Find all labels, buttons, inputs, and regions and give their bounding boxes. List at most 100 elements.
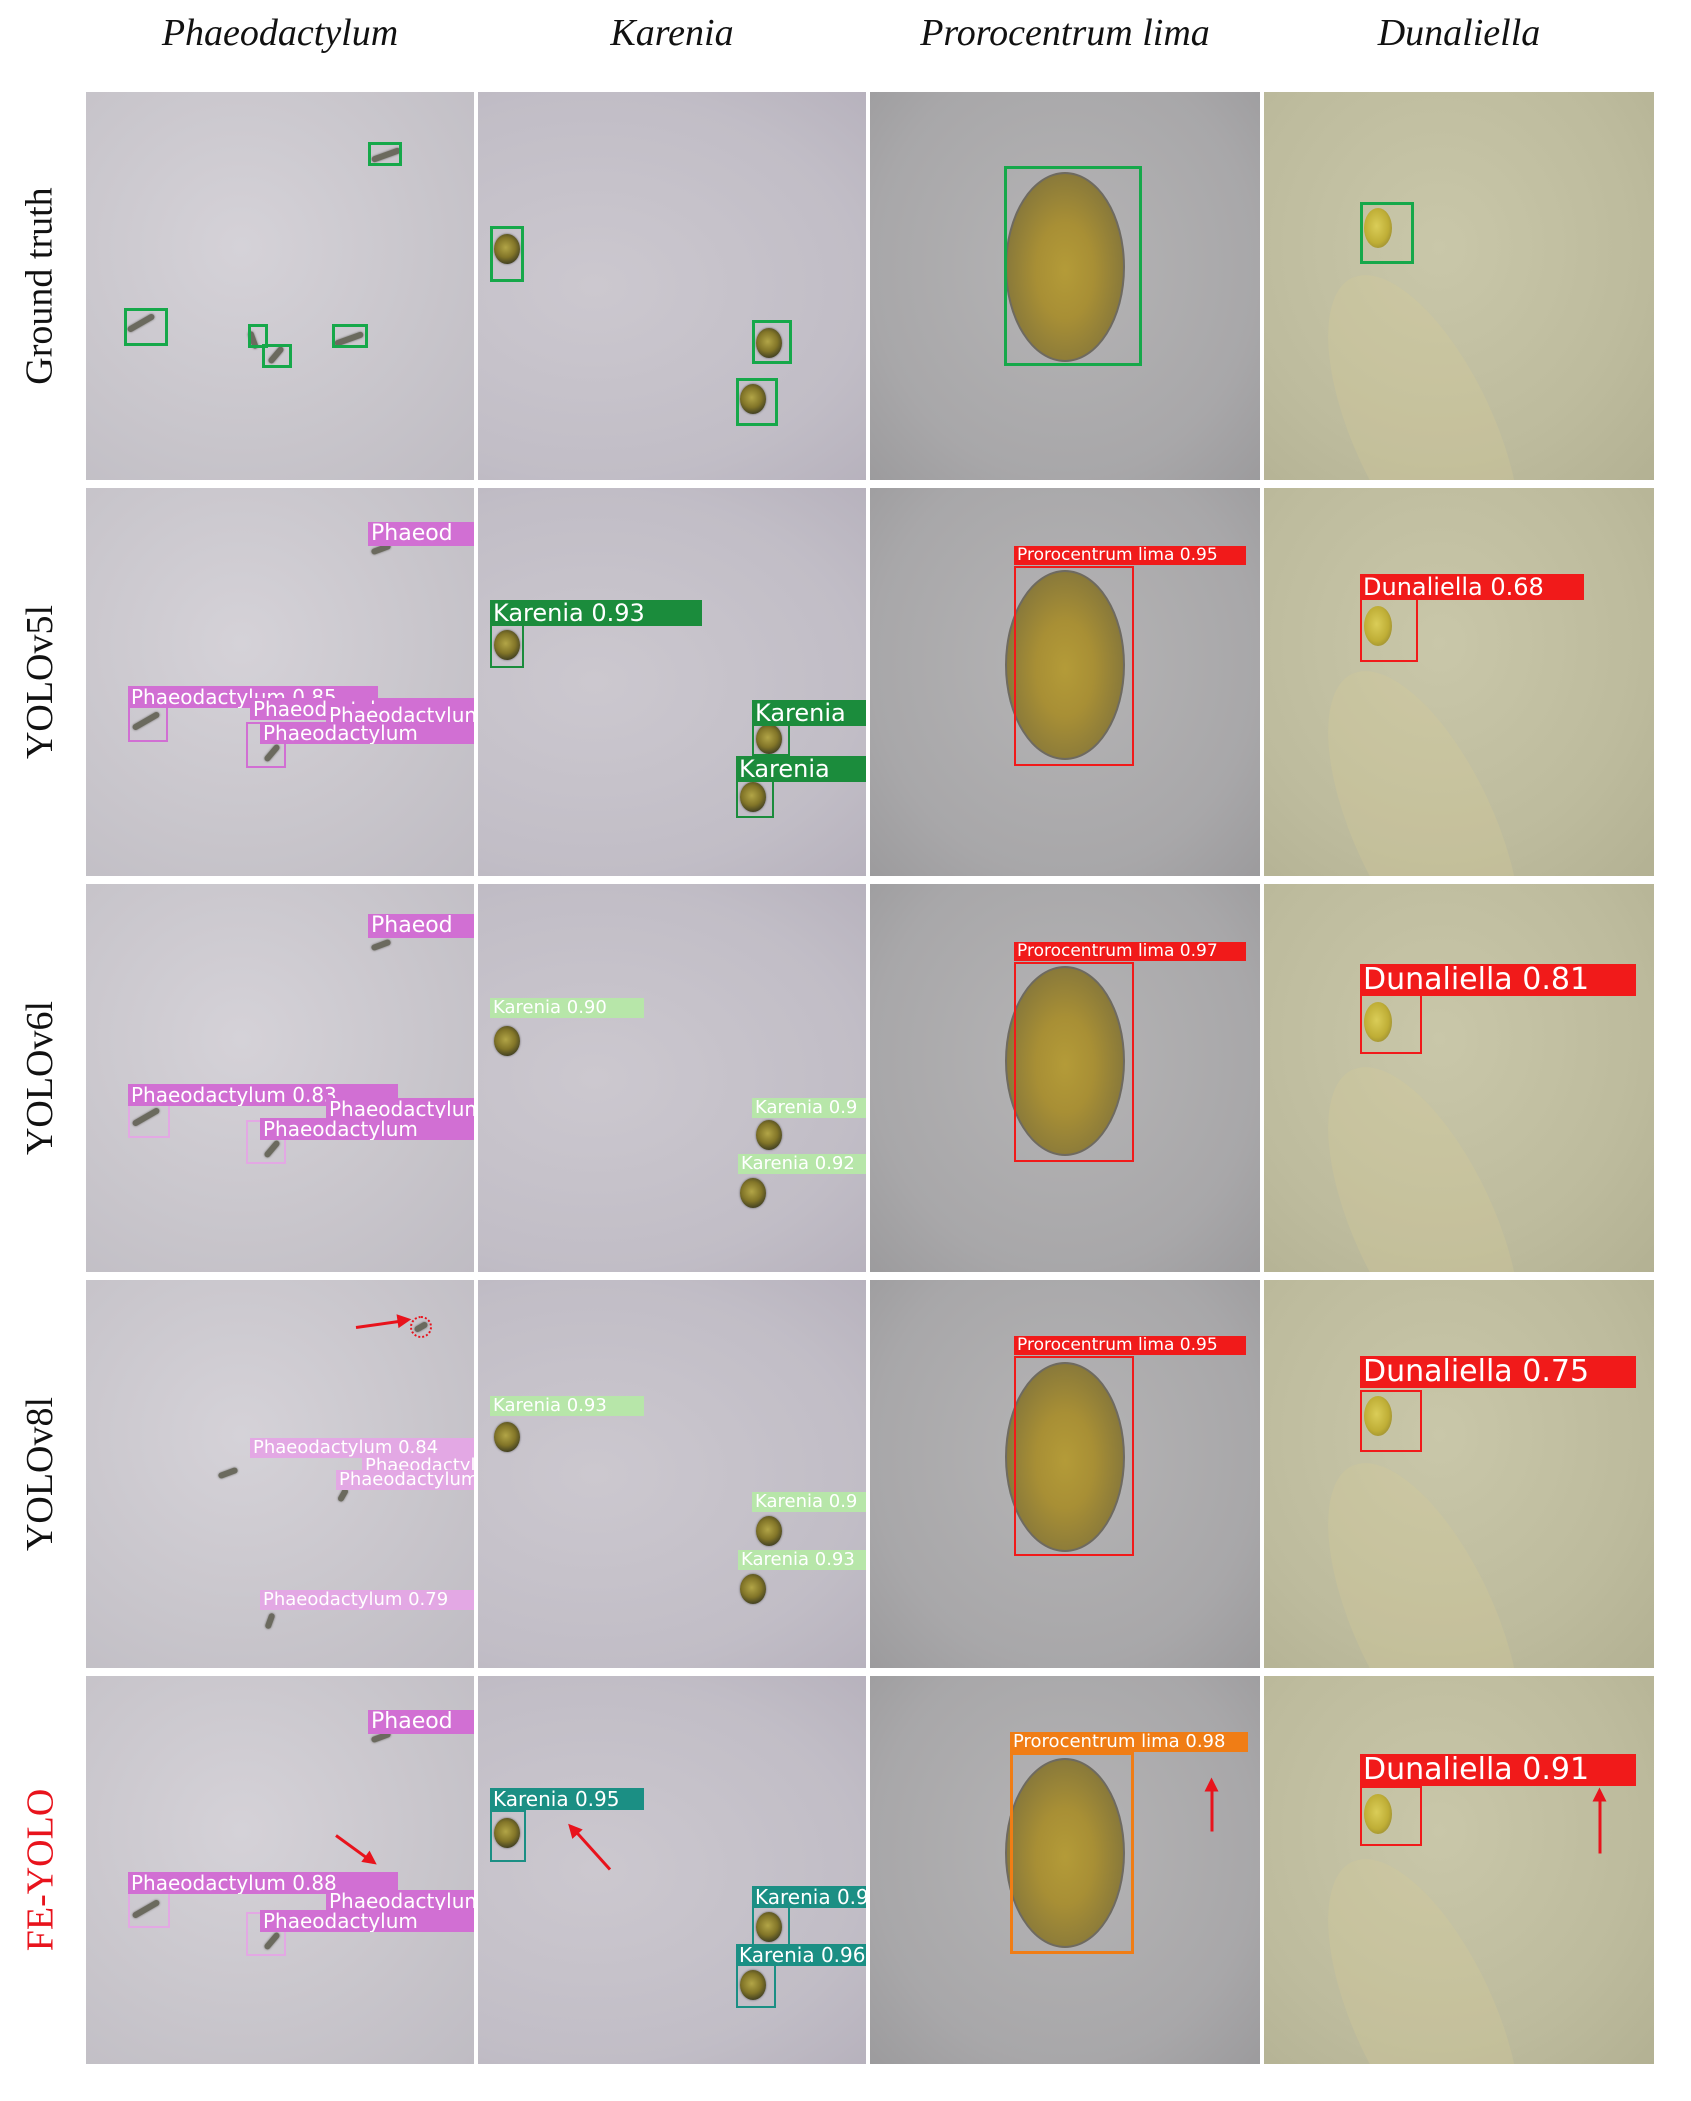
detection-label: Phaeodactylum 0.84 (250, 1438, 474, 1458)
ground-truth-box (262, 344, 292, 368)
detection-label: Dunaliella 0.81 (1360, 964, 1636, 996)
ground-truth-box (368, 142, 402, 166)
column-title-dunaliella: Dunaliella (1377, 12, 1541, 54)
row-label-yolov8l: YOLOv8l (19, 1396, 62, 1552)
detection-label: Phaeodactylum (336, 1470, 474, 1490)
detection-label: Phaeodactylum (326, 1890, 474, 1912)
karenia-cell (740, 1574, 766, 1604)
karenia-cell (740, 1178, 766, 1208)
panel-gt-phaeodactylum (86, 92, 474, 480)
detection-label: Phaeodactylum (326, 1098, 474, 1120)
panel-yolov5l-karenia: Karenia 0.93 Karenia Karenia (478, 488, 866, 876)
row-label-yolov6l: YOLOv6l (19, 1000, 62, 1156)
ground-truth-box (248, 324, 268, 348)
karenia-cell (740, 384, 766, 414)
karenia-cell (740, 782, 766, 812)
karenia-cell (756, 1516, 782, 1546)
panel-fe-yolo-prorocentrum: Prorocentrum lima 0.98 (870, 1676, 1260, 2064)
ground-truth-box (752, 320, 792, 364)
row-label-ground-truth: Ground truth (19, 187, 61, 385)
detection-label: Prorocentrum lima 0.95 (1014, 546, 1246, 565)
panel-yolov5l-prorocentrum: Prorocentrum lima 0.95 (870, 488, 1260, 876)
prorocentrum-cell (1005, 966, 1125, 1156)
phaeodactylum-cell (370, 938, 392, 952)
panel-yolov6l-dunaliella: Dunaliella 0.81 (1264, 884, 1654, 1272)
detection-box (128, 1104, 170, 1138)
detection-box (736, 1962, 776, 2008)
karenia-cell (494, 234, 520, 264)
prorocentrum-cell (1005, 1362, 1125, 1552)
detection-box (128, 706, 168, 742)
detection-label: Phaeodactylum 0.79 (260, 1590, 474, 1610)
ground-truth-box (332, 324, 368, 348)
detection-box (128, 1892, 170, 1928)
panel-yolov8l-prorocentrum: Prorocentrum lima 0.95 (870, 1280, 1260, 1668)
arrow-icon (1210, 1781, 1214, 1832)
detection-label: Karenia 0.92 (738, 1154, 866, 1174)
detection-label: Prorocentrum lima 0.97 (1014, 942, 1246, 961)
dunaliella-cell (1364, 208, 1392, 248)
panel-fe-yolo-dunaliella: Dunaliella 0.91 (1264, 1676, 1654, 2064)
karenia-cell (494, 1818, 520, 1848)
detection-box (736, 776, 774, 818)
panel-fe-yolo-karenia: Karenia 0.95 Karenia 0.9 Karenia 0.96 (478, 1676, 866, 2064)
panel-gt-karenia (478, 92, 866, 480)
detection-label: Dunaliella 0.75 (1360, 1356, 1636, 1388)
detection-label: Karenia 0.93 (738, 1550, 866, 1570)
panel-yolov6l-phaeodactylum: Phaeod Phaeodactylum 0.83 Phaeodactylum … (86, 884, 474, 1272)
karenia-cell (494, 630, 520, 660)
detection-label: Dunaliella 0.68 (1360, 574, 1584, 600)
column-title-karenia: Karenia (610, 12, 734, 54)
detection-box (490, 624, 524, 668)
detection-label: Prorocentrum lima 0.95 (1014, 1336, 1246, 1355)
prorocentrum-cell (1005, 570, 1125, 760)
karenia-cell (756, 328, 782, 358)
detection-box (1360, 1390, 1422, 1452)
detection-label: Karenia (736, 756, 866, 782)
detection-box (1014, 566, 1134, 766)
panel-yolov6l-prorocentrum: Prorocentrum lima 0.97 (870, 884, 1260, 1272)
ground-truth-box (124, 308, 168, 346)
row-label-fe-yolo: FE-YOLO (19, 1788, 62, 1952)
ground-truth-box (736, 378, 778, 426)
arrow-icon (335, 1834, 375, 1864)
detection-label: Phaeodactylum (326, 704, 474, 726)
row-label-yolov5l: YOLOv5l (19, 604, 62, 760)
dunaliella-cell (1364, 1002, 1392, 1042)
panel-yolov5l-phaeodactylum: Phaeod Phaeodactylum 0.85 Phaeodactylum … (86, 488, 474, 876)
detection-label: Phaeodactylum (260, 1910, 474, 1932)
prorocentrum-cell (1005, 1758, 1125, 1948)
arrow-icon (1598, 1791, 1602, 1854)
detection-label: Phaeod (368, 522, 474, 546)
detection-box (1360, 994, 1422, 1054)
detection-box (1014, 1356, 1134, 1556)
panel-gt-dunaliella (1264, 92, 1654, 480)
panel-yolov8l-phaeodactylum: Phaeodactylum 0.84 Phaeodactylum Phaeoda… (86, 1280, 474, 1668)
detection-box (1014, 962, 1134, 1162)
detection-box (490, 1810, 526, 1862)
panel-yolov8l-karenia: Karenia 0.93 Karenia 0.9 Karenia 0.93 (478, 1280, 866, 1668)
karenia-cell (756, 1912, 782, 1942)
detection-label: Phaeod (368, 1710, 474, 1734)
detection-label: Karenia 0.9 (752, 1492, 866, 1512)
phaeodactylum-cell (264, 1612, 276, 1630)
karenia-cell (740, 1970, 766, 2000)
detection-label: Karenia 0.95 (490, 1788, 644, 1810)
arrow-icon (355, 1318, 408, 1329)
column-title-phaeodactylum: Phaeodactylum (161, 12, 399, 54)
panel-yolov8l-dunaliella: Dunaliella 0.75 (1264, 1280, 1654, 1668)
panel-gt-prorocentrum (870, 92, 1260, 480)
phaeodactylum-cell (217, 1466, 239, 1480)
column-title-prorocentrum-lima: Prorocentrum lima (920, 12, 1210, 54)
arrow-icon (570, 1825, 612, 1871)
detection-box (1360, 598, 1418, 662)
ground-truth-box (1004, 166, 1142, 366)
detection-box (1010, 1752, 1134, 1954)
missed-detection-marker (410, 1316, 432, 1338)
detection-label: Karenia 0.9 (752, 1886, 866, 1908)
panel-yolov6l-karenia: Karenia 0.90 Karenia 0.9 Karenia 0.92 (478, 884, 866, 1272)
prorocentrum-cell (1005, 172, 1125, 362)
detection-label: Karenia 0.9 (752, 1098, 866, 1118)
karenia-cell (494, 1422, 520, 1452)
detection-label: Karenia 0.96 (736, 1944, 866, 1966)
